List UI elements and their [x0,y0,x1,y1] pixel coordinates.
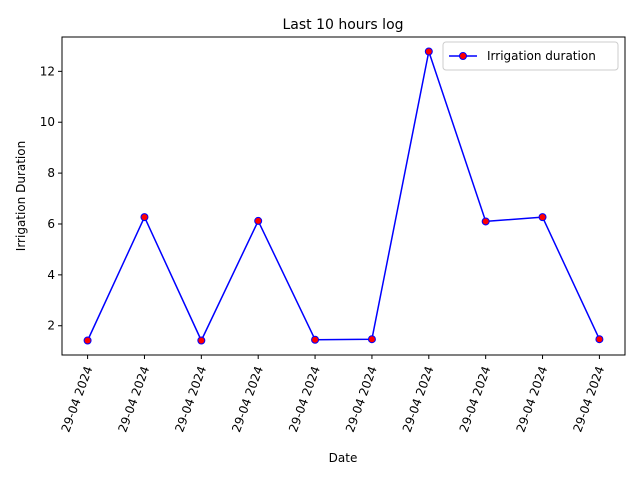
series-line [86,50,601,342]
y-tick-label: 12 [40,64,55,78]
legend-frame [442,41,619,71]
data-point [311,335,320,344]
legend: Irrigation duration [442,41,619,71]
data-point [254,216,263,225]
data-point [197,336,206,345]
y-tick-label: 6 [47,217,55,231]
y-tick-label: 8 [47,166,55,180]
data-point [595,335,604,344]
data-point [83,336,92,345]
data-point [140,213,149,222]
data-point [424,47,433,56]
y-tick-label: 2 [47,319,55,333]
y-tick-label: 10 [40,115,55,129]
y-axis-label: Irrigation Duration [14,141,28,251]
x-axis-label: Date [329,451,358,465]
y-tick-label: 4 [47,268,55,282]
data-point [481,217,490,226]
legend-marker-swatch [459,52,467,60]
plot-frame [61,36,626,356]
legend-label: Irrigation duration [487,49,596,63]
data-point [367,335,376,344]
chart-title: Last 10 hours log [282,17,403,33]
data-point [538,213,547,222]
